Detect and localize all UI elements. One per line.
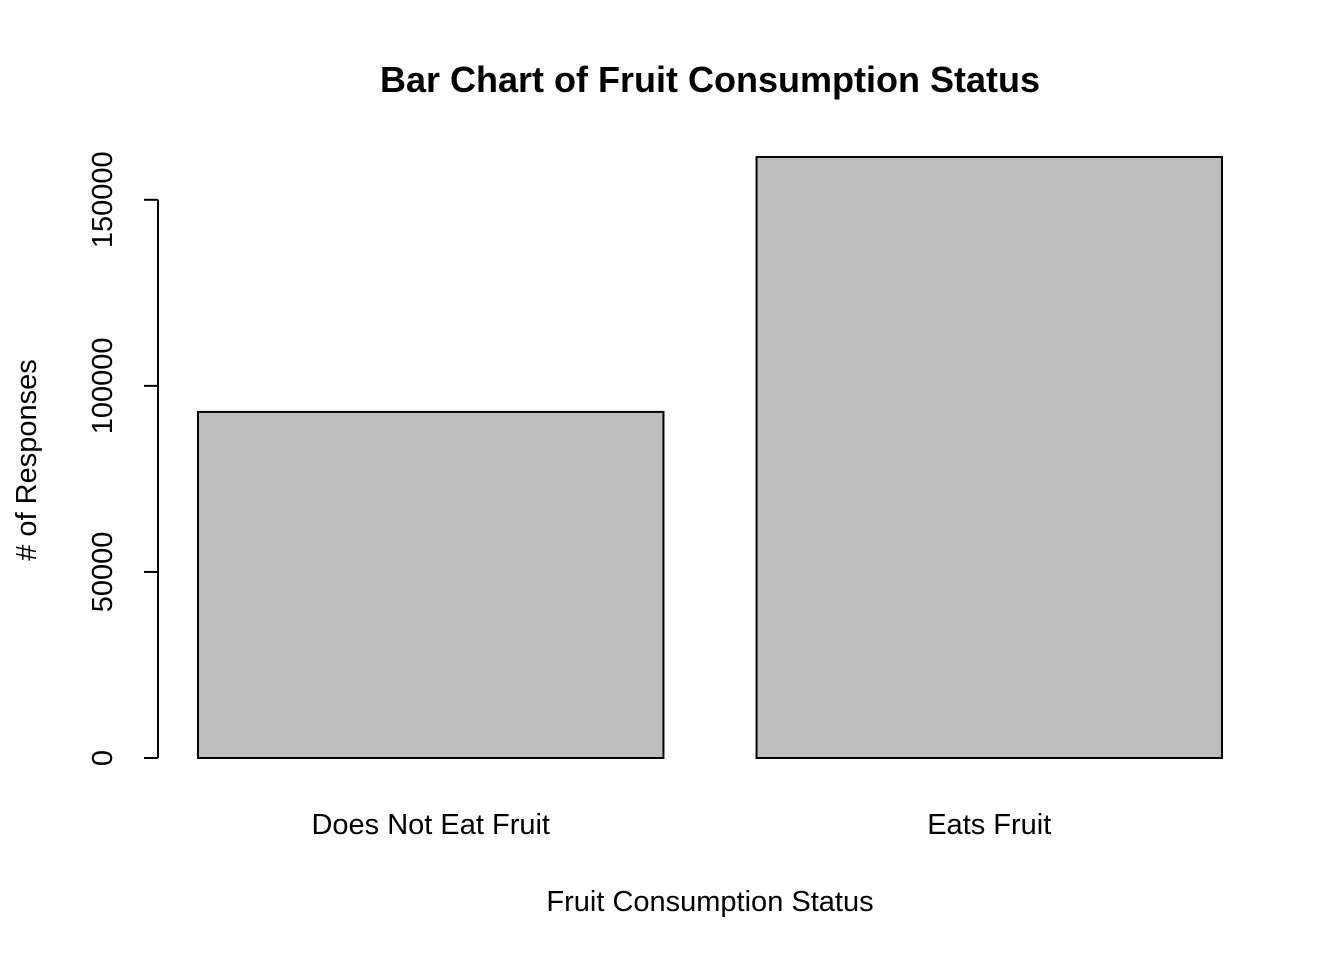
y-tick-label: 0 xyxy=(87,750,119,766)
y-tick-label: 50000 xyxy=(87,532,119,613)
y-axis-title: # of Responses xyxy=(11,359,43,561)
bars xyxy=(197,156,1224,759)
y-tick-label: 150000 xyxy=(87,151,119,248)
y-tick-label: 100000 xyxy=(87,337,119,434)
y-axis: 0 50000 100000 150000 xyxy=(87,151,159,766)
x-tick-label: Eats Fruit xyxy=(927,809,1051,841)
bar xyxy=(755,156,1224,759)
chart-title: Bar Chart of Fruit Consumption Status xyxy=(380,59,1040,100)
bar xyxy=(197,410,665,759)
x-tick-label: Does Not Eat Fruit xyxy=(311,809,550,841)
x-axis-labels: Does Not Eat Fruit Eats Fruit xyxy=(311,809,1051,841)
x-axis-title: Fruit Consumption Status xyxy=(546,886,873,918)
